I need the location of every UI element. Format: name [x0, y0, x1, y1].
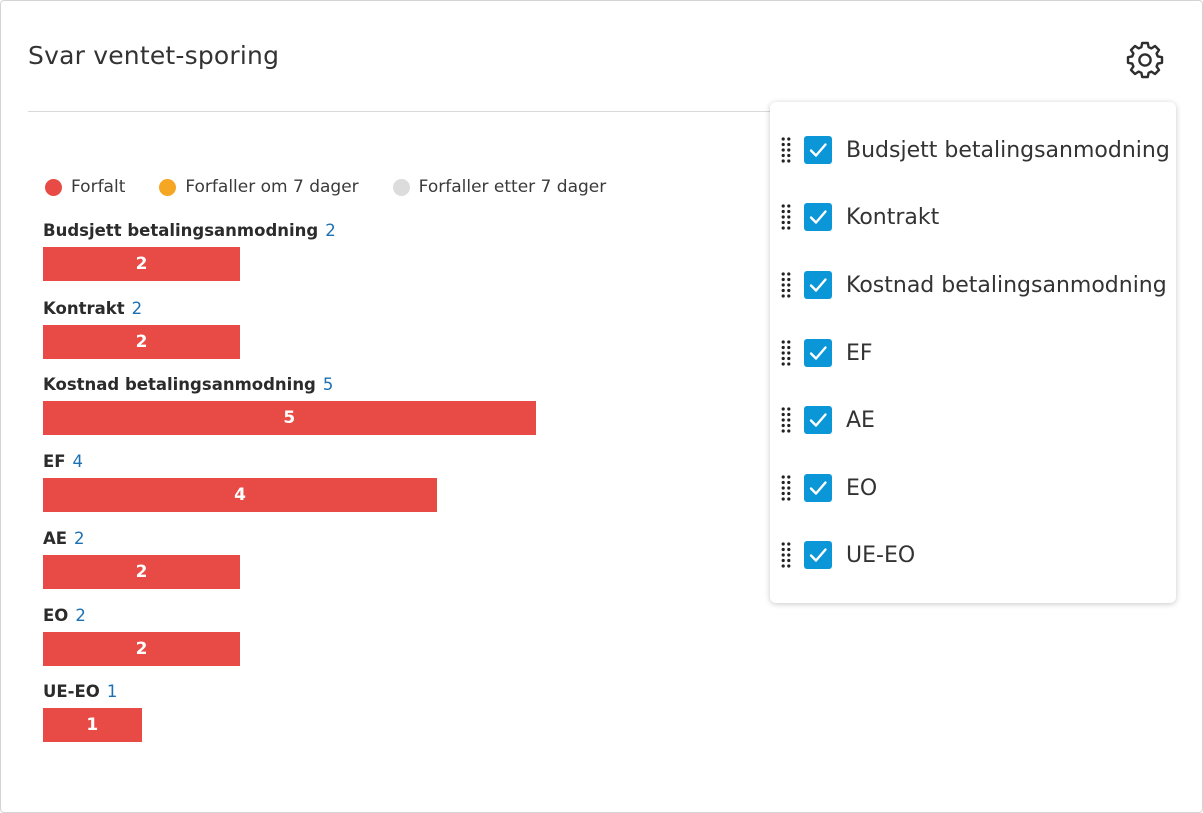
bar[interactable]: 5 — [43, 401, 536, 435]
bar-value-label: 2 — [135, 332, 148, 352]
category-name: Kostnad betalingsanmodning — [43, 375, 316, 394]
bar[interactable]: 4 — [43, 478, 437, 512]
bar-value-label: 4 — [234, 485, 246, 505]
category-label: EO 2 — [43, 606, 86, 625]
drag-handle-icon[interactable] — [781, 272, 791, 298]
bar[interactable]: 2 — [43, 632, 240, 666]
checkmark-icon — [809, 481, 827, 495]
bar[interactable]: 2 — [43, 555, 240, 589]
checkbox[interactable] — [804, 541, 832, 569]
settings-panel-item[interactable]: Budsjett betalingsanmodning — [770, 130, 1176, 170]
settings-panel-item[interactable]: Kostnad betalingsanmodning — [770, 265, 1176, 305]
checkmark-icon — [809, 143, 827, 157]
bar-value-label: 1 — [86, 715, 99, 735]
category-label: Kontrakt 2 — [43, 299, 142, 318]
drag-handle-icon[interactable] — [781, 407, 791, 433]
category-total: 2 — [131, 299, 143, 318]
settings-panel-item[interactable]: EO — [770, 468, 1176, 508]
category-name: AE — [43, 529, 68, 548]
settings-panel: Budsjett betalingsanmodning Kontrakt Kostn… — [770, 102, 1176, 603]
bar[interactable]: 1 — [43, 708, 142, 742]
settings-panel-item-label: EF — [846, 340, 873, 366]
category-label: UE-EO 1 — [43, 682, 117, 701]
settings-panel-item-label: AE — [846, 407, 875, 433]
legend-label-overdue: Forfalt — [71, 177, 126, 197]
category-label: AE 2 — [43, 529, 85, 548]
category-total: 2 — [325, 221, 336, 240]
settings-panel-item-label: Budsjett betalingsanmodning — [846, 137, 1170, 163]
legend-item-due-7-days[interactable]: Forfaller om 7 dager — [159, 177, 359, 197]
category-total: 2 — [74, 529, 85, 548]
settings-panel-item-label: EO — [846, 475, 878, 501]
category-total: 5 — [322, 375, 334, 394]
checkbox[interactable] — [804, 136, 832, 164]
header-divider — [28, 111, 788, 112]
drag-handle-icon[interactable] — [781, 340, 791, 366]
category-total: 1 — [106, 682, 118, 701]
checkmark-icon — [809, 278, 827, 292]
bar[interactable]: 2 — [43, 247, 240, 281]
category-name: EO — [43, 606, 69, 625]
legend-item-due-after-7-days[interactable]: Forfaller etter 7 dager — [392, 177, 607, 197]
settings-panel-item-label: Kontrakt — [846, 204, 940, 230]
bar-value-label: 2 — [135, 562, 148, 582]
checkbox[interactable] — [804, 474, 832, 502]
drag-handle-icon[interactable] — [781, 137, 791, 163]
checkmark-icon — [809, 210, 827, 224]
widget-title: Svar ventet-sporing — [28, 41, 280, 70]
category-name: Kontrakt — [43, 299, 125, 318]
checkbox[interactable] — [804, 271, 832, 299]
settings-panel-item[interactable]: EF — [770, 333, 1176, 373]
settings-panel-item[interactable]: UE-EO — [770, 535, 1176, 575]
legend-dot-overdue — [45, 178, 62, 196]
checkbox[interactable] — [804, 203, 832, 231]
legend-item-overdue[interactable]: Forfalt — [45, 177, 125, 197]
category-total: 4 — [72, 452, 84, 471]
checkmark-icon — [809, 548, 827, 562]
legend-label-due-7-days: Forfaller om 7 dager — [185, 177, 359, 197]
checkbox[interactable] — [804, 339, 832, 367]
category-name: EF — [43, 452, 66, 471]
drag-handle-icon[interactable] — [781, 475, 791, 501]
legend-dot-due-7-days — [159, 178, 177, 196]
category-name: UE-EO — [43, 682, 100, 701]
chart-legend: Forfalt Forfaller om 7 dager Forfaller e… — [45, 175, 640, 199]
category-name: Budsjett betalingsanmodning — [43, 221, 319, 240]
settings-panel-item-label: Kostnad betalingsanmodning — [846, 272, 1167, 298]
checkbox[interactable] — [804, 406, 832, 434]
bar-value-label: 2 — [135, 639, 148, 659]
gear-icon[interactable] — [1125, 40, 1165, 80]
settings-panel-item[interactable]: Kontrakt — [770, 197, 1176, 237]
bar-value-label: 5 — [283, 408, 296, 428]
legend-label-due-after-7-days: Forfaller etter 7 dager — [418, 177, 607, 197]
bar[interactable]: 2 — [43, 325, 240, 359]
category-label: EF 4 — [43, 452, 83, 471]
drag-handle-icon[interactable] — [781, 542, 791, 568]
legend-dot-due-after-7-days — [392, 178, 410, 196]
category-total: 2 — [75, 606, 86, 625]
drag-handle-icon[interactable] — [781, 204, 791, 230]
settings-panel-item-label: UE-EO — [846, 542, 916, 568]
checkmark-icon — [809, 346, 827, 360]
checkmark-icon — [809, 413, 827, 427]
category-label: Budsjett betalingsanmodning 2 — [43, 221, 336, 240]
category-label: Kostnad betalingsanmodning 5 — [43, 375, 333, 394]
settings-panel-item[interactable]: AE — [770, 400, 1176, 440]
bar-value-label: 2 — [135, 254, 148, 274]
